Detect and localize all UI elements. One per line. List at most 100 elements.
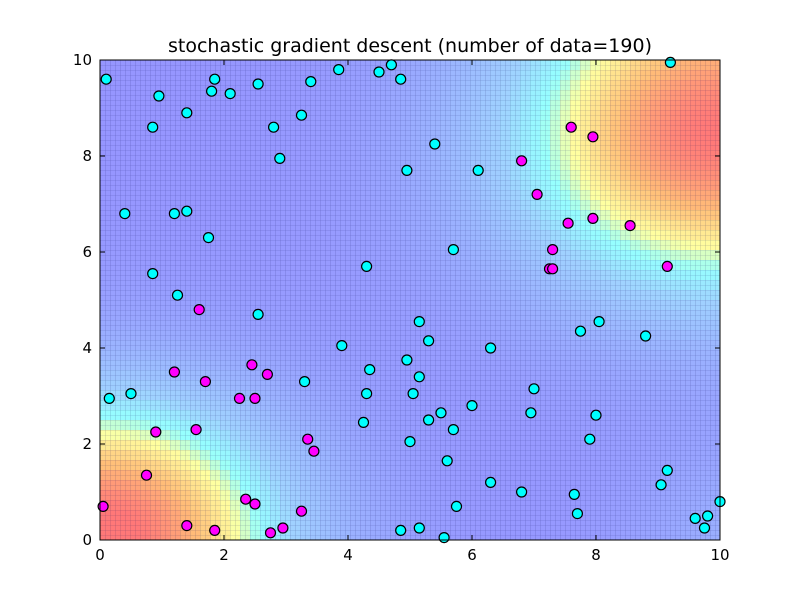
scatter-points	[97, 56, 726, 544]
data-point-cyan	[701, 510, 714, 522]
mesh-overlay	[100, 60, 720, 540]
data-point-cyan	[305, 75, 317, 88]
data-point-magenta	[181, 519, 193, 532]
data-point-cyan	[485, 476, 497, 488]
data-point-magenta	[546, 244, 559, 256]
data-point-cyan	[664, 56, 677, 69]
y-tick-label: 6	[82, 243, 92, 261]
data-point-cyan	[206, 85, 218, 97]
data-point-magenta	[661, 260, 673, 272]
data-point-cyan	[153, 90, 165, 102]
x-tick-label: 6	[467, 546, 477, 564]
data-point-cyan	[571, 507, 584, 520]
data-point-cyan	[202, 232, 215, 244]
data-point-magenta	[193, 304, 205, 316]
plot-frame	[99, 59, 721, 541]
data-point-cyan	[224, 87, 236, 100]
data-point-magenta	[150, 426, 162, 438]
y-tick-label: 2	[82, 435, 92, 453]
data-point-cyan	[333, 63, 345, 76]
y-tick-label: 10	[73, 51, 92, 69]
data-point-cyan	[404, 436, 416, 448]
data-point-magenta	[302, 433, 314, 445]
x-tick-label: 10	[710, 546, 729, 564]
data-point-magenta	[233, 392, 246, 404]
data-point-cyan	[395, 524, 407, 537]
data-point-cyan	[168, 208, 180, 220]
data-point-cyan	[515, 486, 528, 498]
data-point-cyan	[119, 208, 131, 220]
data-point-cyan	[574, 325, 587, 337]
data-point-cyan	[268, 121, 280, 133]
data-point-cyan	[373, 66, 385, 78]
data-point-cyan	[299, 376, 311, 388]
x-tick-label: 2	[219, 546, 229, 564]
data-point-cyan	[181, 107, 193, 119]
y-tick-label: 8	[82, 147, 92, 165]
data-point-cyan	[361, 388, 373, 400]
data-point-cyan	[584, 433, 596, 445]
data-point-magenta	[546, 263, 559, 275]
data-point-cyan	[698, 522, 711, 534]
data-point-cyan	[639, 330, 652, 342]
x-tick-label: 4	[343, 546, 353, 564]
data-point-cyan	[401, 164, 413, 176]
data-point-cyan	[209, 73, 221, 85]
data-point-cyan	[593, 316, 605, 328]
data-point-magenta	[624, 220, 636, 232]
data-point-cyan	[528, 383, 540, 395]
data-point-cyan	[252, 308, 264, 320]
data-point-cyan	[466, 400, 478, 412]
data-point-magenta	[246, 359, 258, 371]
data-point-cyan	[171, 289, 184, 301]
data-point-magenta	[562, 217, 574, 229]
data-point-magenta	[295, 505, 308, 517]
data-point-magenta	[140, 469, 153, 481]
data-point-cyan	[689, 512, 701, 525]
data-point-cyan	[274, 152, 286, 164]
x-axis: 0 2 4 6 8 10	[95, 60, 730, 564]
data-point-cyan	[438, 531, 450, 544]
data-point-cyan	[385, 59, 397, 71]
data-point-cyan	[181, 205, 193, 217]
data-point-cyan	[407, 388, 419, 400]
data-point-cyan	[447, 244, 459, 256]
data-point-cyan	[525, 407, 537, 419]
data-point-cyan	[413, 371, 425, 383]
data-point-magenta	[97, 500, 109, 512]
data-point-cyan	[147, 268, 159, 280]
data-point-cyan	[103, 392, 115, 404]
data-point-cyan	[423, 414, 435, 426]
data-point-cyan	[655, 479, 667, 491]
data-point-cyan	[423, 335, 435, 347]
data-point-magenta	[168, 366, 180, 378]
data-point-cyan	[450, 500, 463, 512]
data-point-cyan	[441, 455, 453, 467]
data-point-cyan	[447, 424, 459, 436]
data-point-cyan	[395, 73, 407, 85]
data-point-magenta	[190, 424, 202, 436]
x-tick-label: 8	[591, 546, 601, 564]
data-point-cyan	[413, 316, 425, 328]
y-tick-label: 0	[82, 531, 92, 549]
data-point-magenta	[199, 376, 211, 388]
data-point-magenta	[587, 131, 599, 143]
data-point-cyan	[295, 109, 308, 121]
data-point-magenta	[240, 493, 252, 505]
data-point-cyan	[100, 73, 112, 85]
plot-area	[100, 60, 720, 540]
data-point-cyan	[661, 464, 673, 476]
chart-title: stochastic gradient descent (number of d…	[168, 35, 652, 57]
data-point-cyan	[429, 138, 441, 150]
data-point-cyan	[568, 488, 580, 500]
data-point-cyan	[435, 407, 447, 419]
data-point-magenta	[277, 522, 289, 534]
data-point-magenta	[308, 445, 320, 457]
data-point-magenta	[249, 498, 261, 510]
data-point-cyan	[252, 78, 264, 90]
data-point-cyan	[336, 340, 348, 352]
data-point-cyan	[401, 354, 413, 366]
data-point-magenta	[515, 155, 528, 167]
data-point-magenta	[565, 121, 577, 133]
